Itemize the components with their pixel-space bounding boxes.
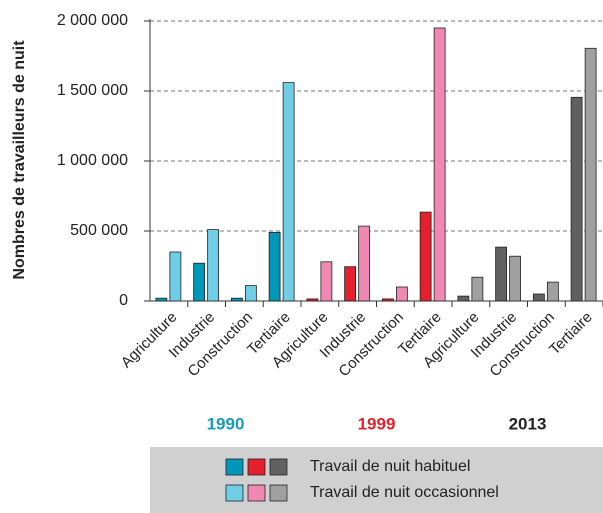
legend-box (150, 447, 603, 513)
bar (358, 225, 371, 302)
bar (584, 47, 597, 302)
y-tick-label: 1 500 000 (57, 82, 128, 99)
bar (320, 261, 333, 302)
y-axis-label: Nombres de travailleurs de nuit (11, 40, 28, 280)
legend-swatch (247, 458, 266, 476)
bar (570, 96, 583, 302)
bar (344, 266, 357, 302)
bar (244, 285, 257, 302)
legend-swatch (225, 484, 244, 502)
legend-swatch (269, 458, 288, 476)
bar (282, 82, 295, 302)
y-tick-label: 1 000 000 (57, 152, 128, 169)
group-label: 2013 (509, 414, 547, 433)
bar (207, 229, 220, 302)
bar (155, 297, 168, 302)
x-tick-label: Agriculture (118, 309, 181, 372)
bar (193, 262, 206, 302)
bar (433, 27, 446, 302)
y-tick-label: 2 000 000 (57, 12, 128, 29)
bar (169, 251, 182, 302)
legend-label: Travail de nuit occasionnel (310, 484, 499, 501)
bar (457, 295, 470, 302)
bar (395, 286, 408, 302)
bar (532, 293, 545, 302)
legend-swatch (225, 458, 244, 476)
bar (306, 298, 319, 302)
legend-label: Travail de nuit habituel (310, 458, 470, 475)
y-tick-label: 500 000 (70, 222, 128, 239)
legend-swatch (269, 484, 288, 502)
group-label: 1999 (358, 414, 396, 433)
bar (419, 211, 432, 302)
bar (230, 297, 243, 302)
y-tick-label: 0 (119, 292, 128, 309)
group-label: 1990 (207, 414, 245, 433)
bar (268, 231, 281, 302)
bar (471, 276, 484, 302)
bar (546, 281, 559, 302)
legend-swatch (247, 484, 266, 502)
x-tick-label: Tertiaire (546, 309, 596, 359)
bar (381, 298, 394, 302)
bar (509, 255, 522, 302)
bar (495, 246, 508, 302)
